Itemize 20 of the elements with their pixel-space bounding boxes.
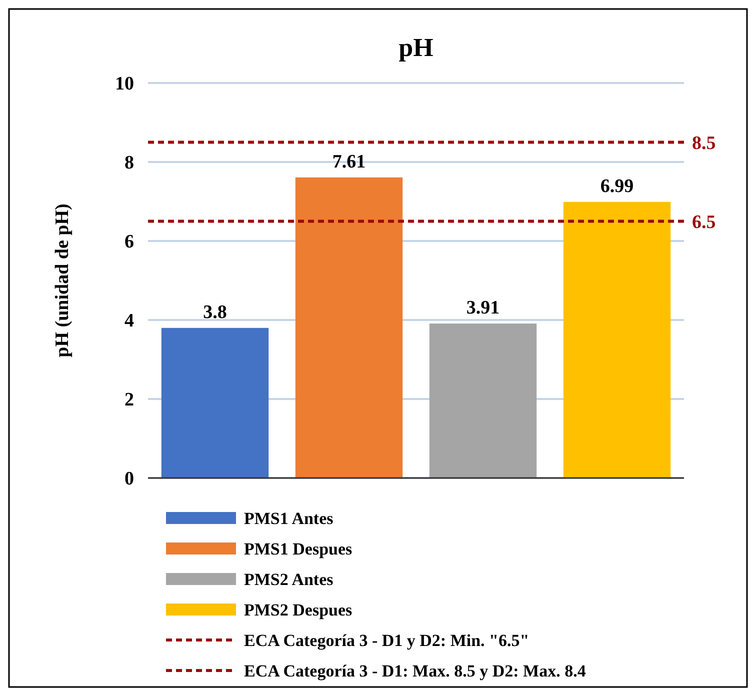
y-tick-label: 10 xyxy=(115,74,134,95)
legend-label: PMS1 Antes xyxy=(244,508,334,528)
ref-line-label: 6.5 xyxy=(692,212,716,233)
data-label: 7.61 xyxy=(332,151,366,172)
y-tick-label: 0 xyxy=(124,468,134,490)
data-label: 3.91 xyxy=(466,298,500,319)
chart-title: pH xyxy=(398,33,434,62)
legend-label: PMS2 Antes xyxy=(244,570,334,589)
ref-line-label: 8.5 xyxy=(692,132,716,154)
data-label: 6.99 xyxy=(600,176,634,197)
data-label: 3.8 xyxy=(203,302,227,323)
y-tick-label: 6 xyxy=(124,232,134,253)
y-tick-label: 4 xyxy=(124,310,134,332)
y-axis-title: pH (unidad de pH) xyxy=(52,204,73,358)
text: ECA Categoría 3 - D1 y D2: Min. "6.5" xyxy=(244,630,530,650)
y-tick-label: 2 xyxy=(124,390,134,411)
legend-label: PMS1 Despues xyxy=(244,539,353,558)
legend-label: PMS2 Despues xyxy=(244,600,353,620)
text: ECA Categoría 3 - D1: Max. 8.5 y D2: Max. 8.4 xyxy=(244,661,586,680)
y-tick-label: 8 xyxy=(124,152,134,174)
